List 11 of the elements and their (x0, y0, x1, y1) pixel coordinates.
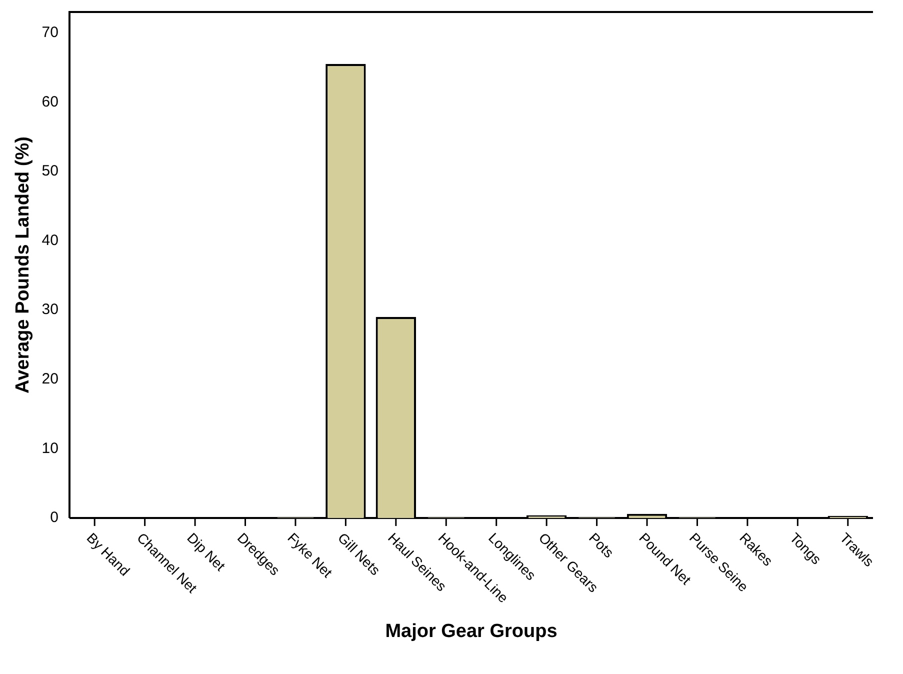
y-axis-title: Average Pounds Landed (%) (12, 136, 34, 394)
x-axis-title: Major Gear Groups (385, 621, 558, 642)
y-tick-label: 30 (42, 301, 58, 318)
y-tick-label: 20 (42, 370, 58, 388)
y-tick-label: 70 (42, 24, 58, 41)
y-tick-label: 0 (50, 509, 58, 526)
y-tick-label: 40 (42, 232, 58, 249)
y-tick-label: 50 (42, 162, 58, 180)
x-tick-label: Dip Net (184, 530, 229, 574)
y-tick-label: 60 (42, 93, 58, 110)
y-tick-label: 10 (42, 440, 58, 457)
